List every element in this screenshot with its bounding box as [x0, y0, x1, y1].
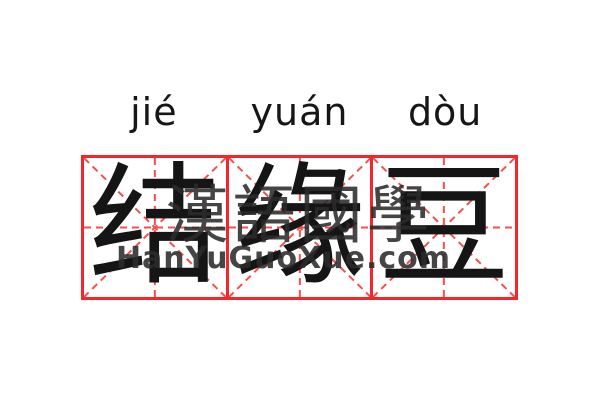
hanzi-character-1: 结 — [88, 150, 221, 304]
mizige-guide-lines-icon — [373, 158, 516, 297]
hanzi-character-3: 豆 — [378, 150, 511, 304]
pinyin-syllable-3: dòu — [407, 90, 483, 134]
mizige-guide-lines-icon — [84, 158, 226, 297]
pinyin-syllable-2: yuán — [250, 90, 349, 134]
mizige-cell-2: 缘 — [225, 150, 371, 304]
mizige-cell-1: 结 — [84, 158, 226, 297]
mizige-grid: 结 缘 豆 — [81, 155, 518, 300]
mizige-cell-3: 豆 — [370, 150, 516, 304]
pinyin-row: jié yuán dòu — [81, 90, 518, 134]
hanzi-character-2: 缘 — [233, 150, 366, 304]
mizige-guide-lines-icon — [228, 158, 371, 297]
pinyin-syllable-1: jié — [130, 90, 178, 134]
